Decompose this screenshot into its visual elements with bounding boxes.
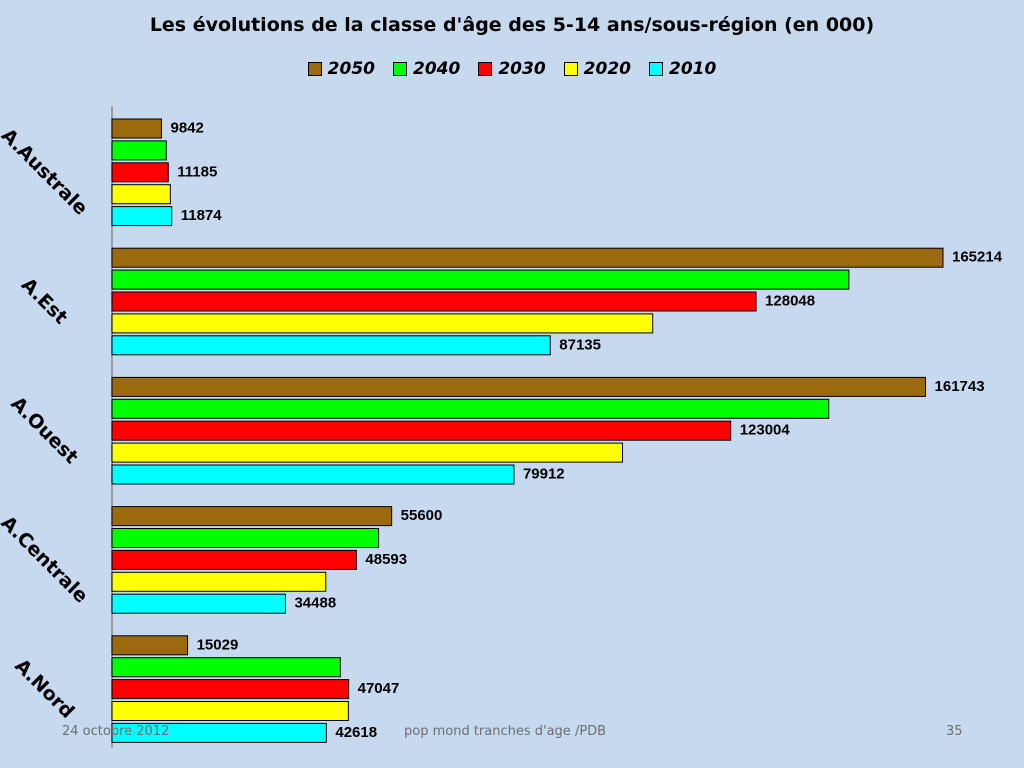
bar-a-est-2010 [111,335,551,356]
bar-a-ouest-2030 [111,420,732,441]
bar-a-australe-2040 [111,140,167,161]
legend-item-2010: 2010 [648,59,717,79]
legend-swatch-2010 [648,62,663,76]
bar-a-centrale-2020 [111,571,327,592]
category-label-a-australe: A.Australe [0,124,92,219]
bar-a-ouest-2050 [111,376,927,397]
data-label-a-est-2030: 128048 [765,292,815,309]
legend-item-2050: 2050 [307,59,375,79]
bar-a-centrale-2010 [111,593,286,614]
footer-date: 24 octobre 2012 [62,724,170,739]
category-label-a-nord: A.Nord [10,655,78,723]
bar-a-est-2040 [111,269,850,290]
legend-item-2020: 2020 [563,59,631,79]
bar-a-ouest-2020 [111,442,624,463]
legend-label-2020: 2020 [583,59,631,79]
data-label-a-australe-2050: 9842 [171,119,204,136]
category-label-a-centrale: A.Centrale [0,512,92,608]
bar-a-nord-2020 [111,701,349,721]
legend-item-2030: 2030 [478,59,546,79]
legend-label-2010: 2010 [668,59,717,79]
data-label-a-centrale-2030: 48593 [365,551,407,568]
category-label-a-ouest: A.Ouest [6,392,82,468]
bar-a-nord-2040 [111,657,341,678]
legend-item-2040: 2040 [393,59,460,79]
bar-a-ouest-2010 [111,464,515,485]
bar-a-australe-2030 [111,162,169,183]
legend-label-2040: 2040 [413,59,461,79]
data-label-a-ouest-2050: 161743 [935,378,985,395]
page-number: 35 [946,724,963,739]
bar-a-nord-2050 [111,635,189,656]
data-label-a-ouest-2030: 123004 [740,422,791,439]
bar-a-nord-2010 [111,722,327,743]
data-label-a-australe-2010: 11874 [181,207,223,224]
bar-a-australe-2010 [111,206,173,227]
bar-a-est-2050 [111,247,944,268]
data-label-a-centrale-2050: 55600 [401,507,443,524]
data-label-a-centrale-2010: 34488 [294,595,336,612]
bar-a-centrale-2040 [111,528,380,548]
bar-a-est-2020 [111,313,654,334]
data-label-a-ouest-2010: 79912 [523,465,565,482]
category-label-a-est: A.Est [17,274,72,329]
bar-a-centrale-2050 [111,506,393,527]
data-label-a-nord-2030: 47047 [358,680,400,697]
legend-swatch-2040 [393,62,407,76]
chart-legend: 2050 2040 2030 2020 2010 [0,59,1024,79]
bar-a-australe-2050 [111,118,163,139]
data-label-a-nord-2050: 15029 [197,636,239,653]
data-label-a-est-2050: 165214 [952,249,1003,266]
legend-swatch-2020 [563,62,578,76]
data-label-a-est-2010: 87135 [559,336,601,353]
legend-swatch-2030 [478,62,493,76]
data-label-a-australe-2030: 11185 [177,163,217,180]
footer-source: pop mond tranches d'age /PDB [404,724,607,739]
bar-a-centrale-2030 [111,549,357,570]
legend-label-2050: 2050 [327,59,375,79]
bar-a-ouest-2040 [111,398,830,419]
bar-a-est-2030 [111,291,757,312]
legend-label-2030: 2030 [498,59,546,79]
data-label-a-nord-2010: 42618 [335,724,377,741]
chart-title: Les évolutions de la classe d'âge des 5-… [149,14,875,36]
bar-a-nord-2030 [111,679,350,700]
bar-a-australe-2020 [111,184,171,205]
legend-swatch-2050 [307,62,322,76]
